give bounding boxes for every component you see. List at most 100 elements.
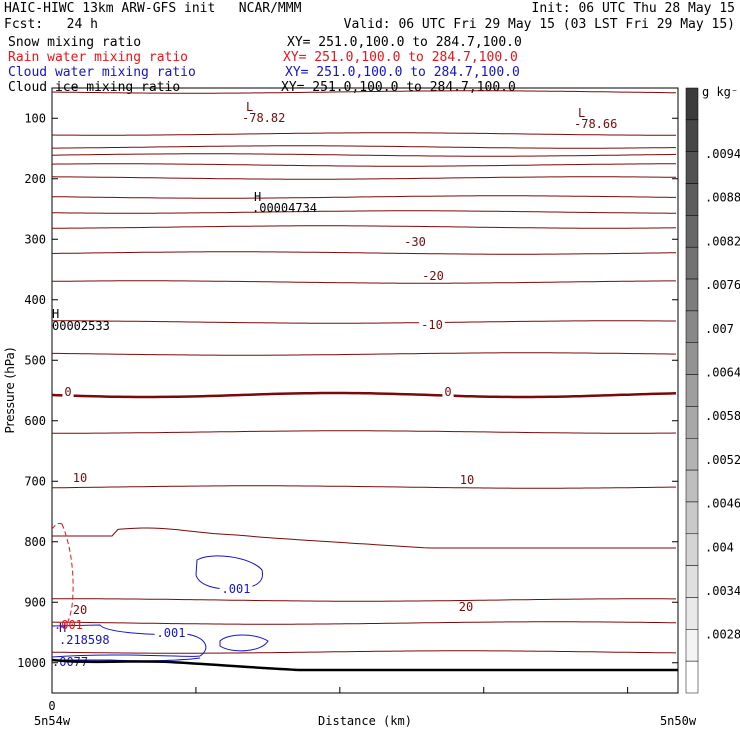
temperature-contour [52, 352, 677, 356]
plot-frame [51, 87, 679, 694]
colorbar-tick-label: .0088 [705, 191, 740, 205]
colorbar-segment [685, 469, 699, 503]
colorbar-segment [685, 183, 699, 216]
extremum-marker: H [52, 307, 59, 321]
field-name-snow: Snow mixing ratio [8, 35, 142, 50]
colorbar-tick-label: .0064 [705, 366, 740, 380]
temperature-contour [51, 132, 676, 136]
extremum-value: .218598 [59, 633, 110, 647]
header-left-title: HAIC-HIWC 13km ARW-GFS init NCAR/MMM [4, 1, 302, 16]
cloud-water-label-bg [154, 627, 188, 639]
cloud-water-label-bg [219, 583, 253, 595]
temperature-contour [52, 145, 676, 149]
terrain-line [51, 658, 678, 672]
x-tick-label: 0 [48, 699, 55, 713]
colorbar-segment [685, 406, 699, 439]
extremum-value: -78.82 [242, 111, 285, 125]
temperature-contour [52, 430, 677, 434]
header-init: Init: 06 UTC Thu 28 May 15 [531, 1, 736, 16]
colorbar-segment [685, 278, 699, 312]
colorbar-segment [685, 597, 699, 630]
cloud-water-label: .001 [222, 582, 251, 596]
temperature-contour-label-bg [62, 386, 74, 398]
x-axis-title: Distance (km) [318, 714, 412, 728]
temperature-contour-label: 0 [444, 385, 451, 399]
temperature-contour-label-bg [457, 474, 477, 486]
colorbar-tick-label: .0094 [705, 147, 740, 161]
y-tick-label: 800 [24, 535, 46, 549]
temperature-contour-label-bg [442, 386, 454, 398]
colorbar-segment [685, 501, 699, 535]
temperature-contour [52, 598, 676, 602]
y-tick-label: 500 [24, 353, 46, 367]
field-name-rain: Rain water mixing ratio [8, 50, 189, 65]
temperature-contour [51, 251, 677, 255]
colorbar-tick-label: .0034 [705, 584, 740, 598]
colorbar-segment [685, 342, 699, 375]
field-xy-snow: XY= 251.0,100.0 to 284.7,100.0 [287, 35, 522, 50]
temperature-contour [52, 210, 676, 214]
y-tick-label: 1000 [17, 656, 46, 670]
colorbar-segment [685, 87, 699, 121]
colorbar-segment [685, 310, 699, 343]
y-tick-label: 600 [24, 414, 46, 428]
temperature-contour [52, 320, 676, 324]
temperature-contour-label: -20 [422, 269, 444, 283]
temperature-contour [52, 225, 677, 229]
temperature-contour [51, 650, 677, 654]
colorbar-segment [685, 215, 699, 248]
cloud-water-contour [219, 634, 269, 652]
temperature-contour [51, 176, 677, 180]
colorbar-segment [685, 660, 699, 694]
colorbar-segment [685, 374, 699, 407]
temperature-contour [52, 195, 676, 199]
header-fcst: Fcst: 24 h [4, 17, 98, 32]
temperature-contour [51, 391, 677, 399]
x-end-label-right: 5n50w [660, 714, 697, 728]
temperature-contour-label-bg [420, 270, 446, 282]
colorbar-segment [685, 438, 699, 471]
cloud-water-label: .001 [157, 626, 186, 640]
rain-contour [61, 523, 74, 626]
temperature-contour-label: 0 [64, 385, 71, 399]
temperature-contour [51, 153, 677, 157]
temperature-contour-label: 10 [73, 471, 87, 485]
y-axis-title: Pressure (hPa) [3, 347, 17, 433]
temperature-contour [52, 527, 676, 549]
temperature-contour-label: 20 [73, 603, 87, 617]
colorbar-tick-label: .0082 [705, 234, 740, 248]
y-tick-label: 400 [24, 293, 46, 307]
field-xy-cloud-water: XY= 251.0,100.0 to 284.7,100.0 [285, 65, 520, 80]
temperature-contour [51, 621, 677, 625]
colorbar-segment [685, 629, 699, 662]
field-name-cloud-water: Cloud water mixing ratio [8, 65, 196, 80]
y-tick-label: 200 [24, 172, 46, 186]
colorbar-tick-label: .004 [705, 540, 734, 554]
colorbar-tick-label: .0046 [705, 497, 740, 511]
colorbar-segment [685, 119, 699, 152]
y-tick-label: 100 [24, 111, 46, 125]
temperature-contour-label: 10 [460, 473, 474, 487]
rain-contour [51, 522, 63, 530]
temperature-contour [51, 163, 676, 167]
colorbar-tick-label: .0028 [705, 628, 740, 642]
temperature-contour-label-bg [402, 236, 428, 248]
colorbar-segment [685, 246, 699, 280]
temperature-contour [51, 90, 676, 94]
temperature-contour [51, 485, 676, 489]
extremum-value: .00004734 [252, 201, 317, 215]
field-xy-rain: XY= 251.0,100.0 to 284.7,100.0 [283, 50, 518, 65]
rain-label: .001 [54, 618, 83, 632]
y-tick-label: 300 [24, 232, 46, 246]
extremum-value: -78.66 [574, 117, 617, 131]
colorbar-tick-label: .0076 [705, 278, 740, 292]
colorbar-segment [685, 565, 699, 598]
temperature-contour-label-bg [419, 319, 445, 331]
colorbar-tick-label: .0058 [705, 409, 740, 423]
cloud-water-contour [51, 624, 207, 658]
temperature-contour-label-bg [456, 601, 476, 613]
header-valid: Valid: 06 UTC Fri 29 May 15 (03 LST Fri … [343, 17, 735, 32]
colorbar-segment [685, 151, 699, 184]
x-end-label-left: 5n54w [34, 714, 71, 728]
